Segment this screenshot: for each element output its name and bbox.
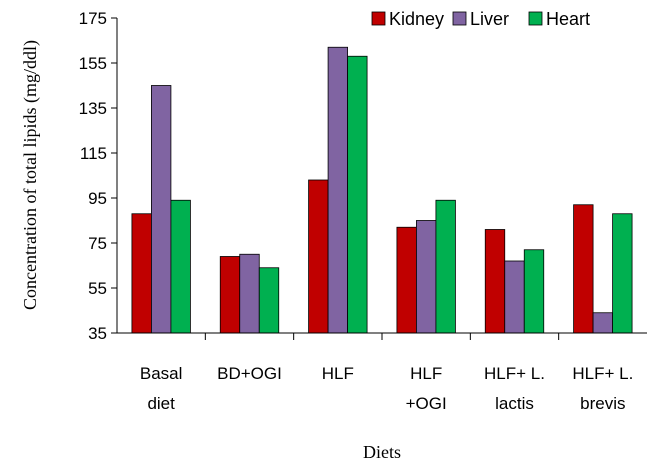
- bar-kidney-5: [573, 204, 594, 334]
- bar-heart-3: [435, 199, 456, 334]
- y-tick-label: 75: [88, 234, 107, 253]
- bar-heart-5: [612, 213, 633, 334]
- bars-group: [131, 46, 633, 334]
- x-category-label: brevis: [580, 394, 625, 413]
- y-ticks-group: 35 55 75 95 115 135 155 175: [79, 9, 117, 343]
- y-tick-label: 135: [79, 99, 107, 118]
- x-categories-group: Basal diet BD+OGI HLF HLF +OGI HLF+ L. lactis HL…: [140, 364, 633, 413]
- x-category-label: HLF+ L.: [484, 364, 545, 383]
- bar-heart-0: [170, 199, 191, 334]
- legend-label-liver: Liver: [470, 9, 509, 29]
- bar-kidney-2: [308, 179, 329, 334]
- y-tick-label: 115: [80, 144, 107, 163]
- legend-label-heart: Heart: [546, 9, 590, 29]
- axes-group: [116, 18, 647, 340]
- bar-liver-3: [416, 220, 437, 334]
- bar-kidney-3: [396, 226, 417, 334]
- bar-kidney-4: [484, 229, 506, 334]
- bar-kidney-1: [219, 256, 241, 334]
- bar-kidney-0: [131, 213, 152, 334]
- bar-liver-1: [239, 253, 260, 334]
- bar-heart-4: [523, 249, 545, 334]
- x-category-label: lactis: [495, 394, 534, 413]
- legend-swatch-kidney: [371, 11, 386, 26]
- legend-swatch-heart: [528, 11, 543, 26]
- x-category-label: HLF: [410, 364, 442, 383]
- bar-liver-0: [151, 85, 172, 334]
- bar-liver-5: [592, 312, 613, 334]
- bar-heart-2: [347, 55, 368, 334]
- x-axis-title: Diets: [363, 442, 401, 462]
- x-category-label: BD+OGI: [217, 364, 282, 383]
- bar-liver-2: [327, 46, 348, 334]
- bar-liver-4: [504, 260, 525, 334]
- y-tick-label: 55: [88, 279, 107, 298]
- y-axis-title: Concentration of total lipids (mg/ddl): [20, 40, 41, 310]
- y-tick-label: 95: [88, 189, 107, 208]
- legend-swatch-liver: [452, 11, 467, 26]
- legend-label-kidney: Kidney: [389, 9, 444, 29]
- y-tick-label: 35: [88, 324, 107, 343]
- x-category-label: Basal: [140, 364, 183, 383]
- legend: Kidney Liver Heart: [371, 9, 590, 29]
- x-category-label: diet: [147, 394, 175, 413]
- x-category-label: +OGI: [406, 394, 447, 413]
- y-tick-label: 175: [79, 9, 107, 28]
- x-category-label: HLF+ L.: [572, 364, 633, 383]
- y-tick-label: 155: [79, 54, 107, 73]
- bar-heart-1: [258, 267, 280, 334]
- x-category-label: HLF: [322, 364, 354, 383]
